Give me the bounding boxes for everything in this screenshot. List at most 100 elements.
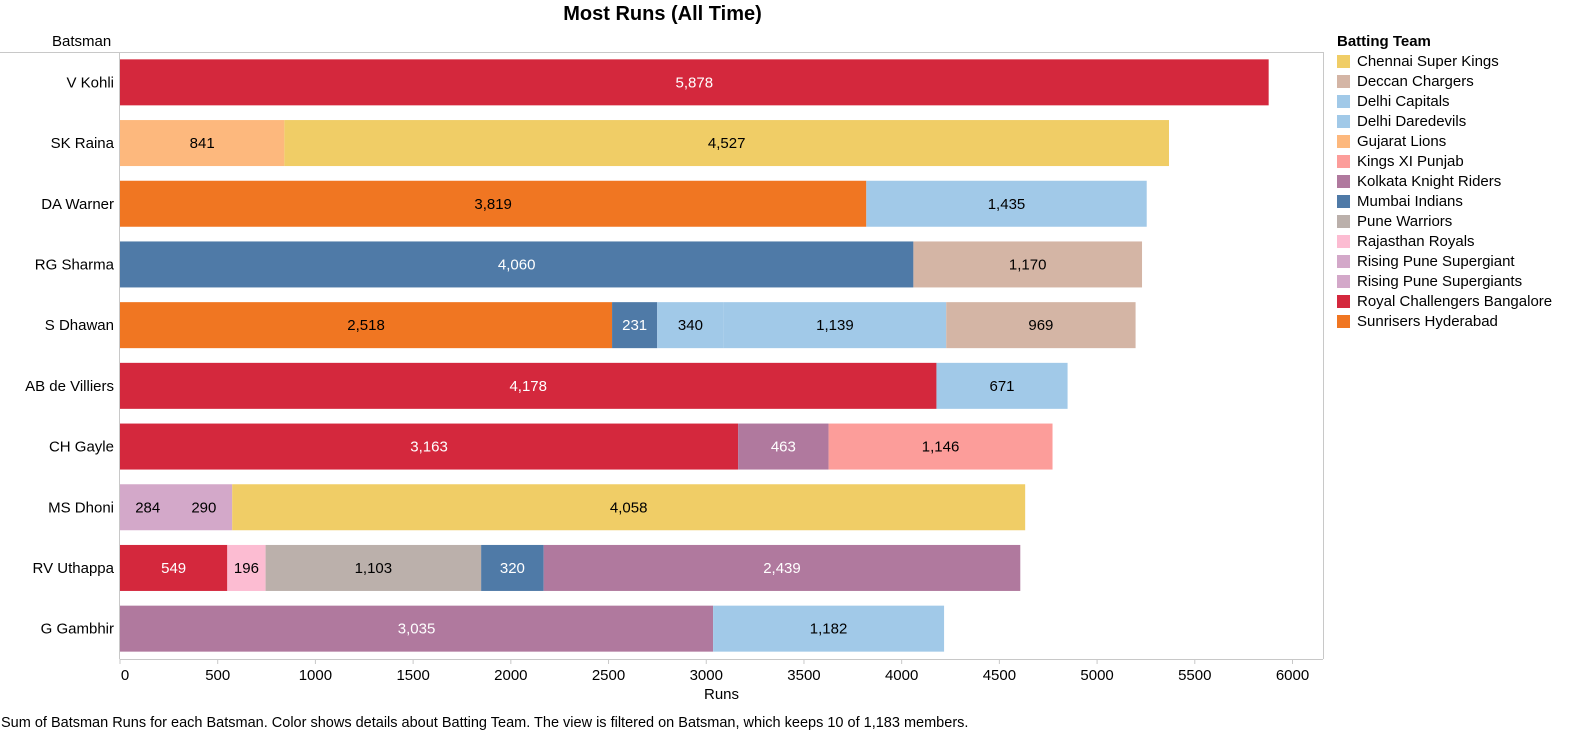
legend-item: Deccan Chargers	[1337, 71, 1573, 91]
data-label: 4,058	[610, 499, 648, 516]
legend-title: Batting Team	[1337, 33, 1431, 50]
chart-title: Most Runs (All Time)	[563, 3, 762, 25]
x-tick-label: 6000	[1276, 667, 1309, 684]
legend-label: Gujarat Lions	[1357, 132, 1447, 150]
bar-segment	[738, 423, 829, 470]
data-label: 290	[191, 499, 216, 516]
x-tick-label: 3500	[787, 667, 820, 684]
bar-segment	[120, 59, 1269, 106]
legend-swatch	[1337, 314, 1350, 328]
legend-label: Kings XI Punjab	[1357, 152, 1464, 170]
legend-swatch	[1337, 114, 1350, 128]
x-tick-label: 3000	[690, 667, 723, 684]
legend-label: Delhi Daredevils	[1357, 112, 1467, 130]
data-label: 841	[190, 135, 215, 152]
data-label: 320	[500, 560, 525, 577]
row-label: RV Uthappa	[33, 560, 115, 577]
data-label: 549	[161, 560, 186, 577]
legend-swatch	[1337, 174, 1350, 188]
bar-segment	[120, 180, 867, 227]
x-tick-label: 2000	[494, 667, 527, 684]
legend-label: Rajasthan Royals	[1357, 232, 1475, 250]
legend-label: Sunrisers Hyderabad	[1357, 312, 1498, 330]
legend-item: Delhi Capitals	[1337, 91, 1573, 111]
legend-swatch	[1337, 54, 1350, 68]
bar-segment	[481, 544, 544, 591]
data-label: 671	[989, 378, 1014, 395]
data-label: 1,146	[922, 439, 960, 456]
legend-label: Rising Pune Supergiant	[1357, 252, 1515, 270]
bar-segment	[120, 484, 176, 531]
legend-label: Deccan Chargers	[1357, 72, 1474, 90]
legend-item: Pune Warriors	[1337, 211, 1573, 231]
legend-swatch	[1337, 74, 1350, 88]
data-label: 969	[1028, 317, 1053, 334]
bar-segment	[120, 302, 613, 349]
x-tick-label: 5000	[1080, 667, 1113, 684]
row-label: SK Raina	[51, 135, 115, 152]
legend-swatch	[1337, 274, 1350, 288]
bar-segment	[612, 302, 658, 349]
x-tick-label: 0	[121, 667, 129, 684]
bar-segment	[284, 120, 1169, 167]
legend-swatch	[1337, 154, 1350, 168]
legend-item: Delhi Daredevils	[1337, 111, 1573, 131]
legend-swatch	[1337, 94, 1350, 108]
legend-label: Mumbai Indians	[1357, 192, 1463, 210]
data-label: 231	[622, 317, 647, 334]
legend-items: Chennai Super Kings Deccan Chargers Delhi …	[1337, 51, 1573, 331]
data-label: 1,182	[810, 621, 848, 638]
x-tick-label: 1500	[396, 667, 429, 684]
bar-segment	[913, 241, 1143, 288]
legend-label: Pune Warriors	[1357, 212, 1453, 230]
row-label: DA Warner	[41, 196, 114, 213]
legend-label: Kolkata Knight Riders	[1357, 172, 1502, 190]
bar-segment	[120, 544, 228, 591]
row-label: V Kohli	[66, 74, 114, 91]
legend-label: Royal Challengers Bangalore	[1357, 292, 1553, 310]
bar-segment	[120, 605, 714, 652]
bar-segment	[936, 362, 1068, 409]
data-label: 1,170	[1009, 256, 1047, 273]
legend-item: Gujarat Lions	[1337, 131, 1573, 151]
bar-segment	[265, 544, 482, 591]
bar-segment	[175, 484, 233, 531]
legend-swatch	[1337, 214, 1350, 228]
bar-segment	[543, 544, 1021, 591]
legend-item: Mumbai Indians	[1337, 191, 1573, 211]
data-label: 1,103	[355, 560, 393, 577]
data-label: 3,819	[474, 196, 512, 213]
data-label: 340	[678, 317, 703, 334]
x-tick-label: 5500	[1178, 667, 1211, 684]
bar-segment	[120, 362, 937, 409]
legend-swatch	[1337, 294, 1350, 308]
row-label: G Gambhir	[41, 621, 114, 638]
bar-segment	[723, 302, 947, 349]
bar-segment	[866, 180, 1147, 227]
data-label: 196	[234, 560, 259, 577]
legend-label: Delhi Capitals	[1357, 92, 1450, 110]
row-label: CH Gayle	[49, 439, 114, 456]
bar-segment	[946, 302, 1136, 349]
bar-segment	[232, 484, 1026, 531]
data-label: 2,518	[347, 317, 385, 334]
bar-segment	[713, 605, 945, 652]
legend-label: Chennai Super Kings	[1357, 52, 1499, 70]
legend-item: Royal Challengers Bangalore	[1337, 291, 1573, 311]
data-label: 2,439	[763, 560, 801, 577]
legend-swatch	[1337, 134, 1350, 148]
legend-label: Rising Pune Supergiants	[1357, 272, 1523, 290]
legend-item: Rising Pune Supergiants	[1337, 271, 1573, 291]
legend-swatch	[1337, 194, 1350, 208]
row-label: AB de Villiers	[25, 378, 114, 395]
x-tick-label: 1000	[299, 667, 332, 684]
legend-swatch	[1337, 254, 1350, 268]
legend-item: Chennai Super Kings	[1337, 51, 1573, 71]
x-tick-label: 4500	[983, 667, 1016, 684]
row-label: S Dhawan	[45, 317, 114, 334]
data-label: 1,139	[816, 317, 854, 334]
data-label: 4,060	[498, 256, 536, 273]
legend: Batting Team Chennai Super Kings Deccan C…	[1337, 33, 1573, 331]
legend-item: Kolkata Knight Riders	[1337, 171, 1573, 191]
legend-item: Sunrisers Hyderabad	[1337, 311, 1573, 331]
